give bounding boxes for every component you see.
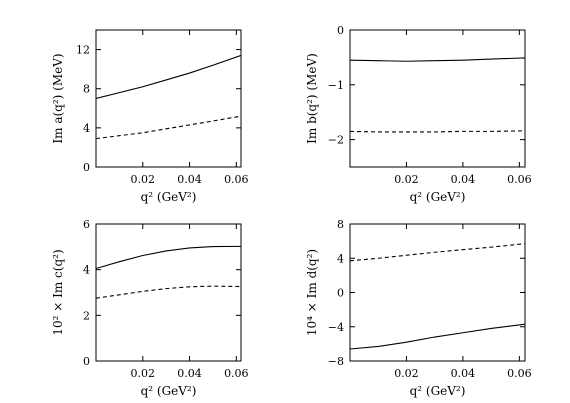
panel-d-chart: 0.02 0.04 0.06 −8 −4 0 4 8 q² (GeV²) 10⁴ × Im d(q… bbox=[305, 218, 532, 398]
panel-a-xlabel: q² (GeV²) bbox=[141, 190, 197, 204]
panel-d-ytick-label: −4 bbox=[328, 321, 344, 334]
panel-b-ytick-label: −2 bbox=[328, 134, 344, 147]
panel-a-xtick-label: 0.04 bbox=[177, 173, 202, 186]
panel-a-ytick-label: 8 bbox=[83, 83, 90, 96]
panel-d-xtick-label: 0.02 bbox=[394, 367, 419, 380]
panel-c-ytick-label: 4 bbox=[83, 264, 90, 277]
panel-b-ytick-label: −1 bbox=[328, 79, 344, 92]
panel-d-ytick-label: 4 bbox=[337, 252, 344, 265]
panel-b-xtick-label: 0.06 bbox=[507, 173, 532, 186]
panel-a-ytick-label: 0 bbox=[83, 161, 90, 174]
panel-c-ytick-label: 6 bbox=[83, 218, 90, 231]
panel-c-ytick-label: 0 bbox=[83, 355, 90, 368]
panel-a-chart: 0.02 0.04 0.06 0 4 8 12 q² (GeV²) Im a(q²) (MeV) bbox=[51, 29, 249, 204]
panel-d-ytick-label: −8 bbox=[328, 355, 344, 368]
panel-a-series-solid bbox=[96, 54, 241, 100]
panel-b-frame bbox=[349, 29, 526, 168]
panel-b-ylabel: Im b(q²) (MeV) bbox=[305, 53, 319, 144]
panel-d-ytick-label: 0 bbox=[337, 287, 344, 300]
panel-d-ytick-label: 8 bbox=[337, 218, 344, 231]
panel-c-frame bbox=[95, 223, 242, 362]
panel-c-ylabel: 10² × Im c(q²) bbox=[51, 249, 65, 335]
panel-a-series-dashed bbox=[96, 115, 241, 140]
panel-c-series-dashed bbox=[96, 285, 241, 299]
panel-b-series-dashed bbox=[350, 130, 525, 133]
panel-b-xlabel: q² (GeV²) bbox=[410, 190, 466, 204]
panel-c-xtick-label: 0.06 bbox=[224, 367, 249, 380]
panel-b-series-solid bbox=[350, 57, 525, 62]
panel-b-chart: 0.02 0.04 0.06 −2 −1 0 q² (GeV²) Im b(q²) (MeV) bbox=[305, 24, 532, 204]
panel-d-series-dashed bbox=[350, 243, 525, 262]
panel-d-xtick-label: 0.06 bbox=[507, 367, 532, 380]
panel-a-ytick-label: 4 bbox=[83, 122, 90, 135]
panel-c-xtick-label: 0.04 bbox=[177, 367, 202, 380]
panel-d-series-solid bbox=[350, 323, 525, 350]
panel-b-ytick-label: 0 bbox=[337, 24, 344, 37]
panel-d-frame bbox=[349, 223, 526, 362]
panel-c-chart: 0.02 0.04 0.06 0 2 4 6 q² (GeV²) 10² × Im c(q²) bbox=[51, 218, 249, 398]
panel-d-ylabel: 10⁴ × Im d(q²) bbox=[305, 249, 319, 336]
panel-c-series-solid bbox=[96, 245, 241, 270]
panel-a-frame bbox=[95, 29, 242, 168]
panel-b-xtick-label: 0.04 bbox=[451, 173, 476, 186]
panel-a-xtick-label: 0.06 bbox=[224, 173, 249, 186]
panel-b-xtick-label: 0.02 bbox=[394, 173, 419, 186]
panel-a-ytick-label: 12 bbox=[76, 44, 90, 57]
panel-c-xlabel: q² (GeV²) bbox=[141, 384, 197, 398]
panel-c-xtick-label: 0.02 bbox=[131, 367, 156, 380]
panel-c-ytick-label: 2 bbox=[83, 309, 90, 322]
panel-a-xtick-label: 0.02 bbox=[131, 173, 156, 186]
panel-a-ylabel: Im a(q²) (MeV) bbox=[51, 53, 65, 143]
panel-d-xlabel: q² (GeV²) bbox=[410, 384, 466, 398]
panel-d-xtick-label: 0.04 bbox=[451, 367, 476, 380]
